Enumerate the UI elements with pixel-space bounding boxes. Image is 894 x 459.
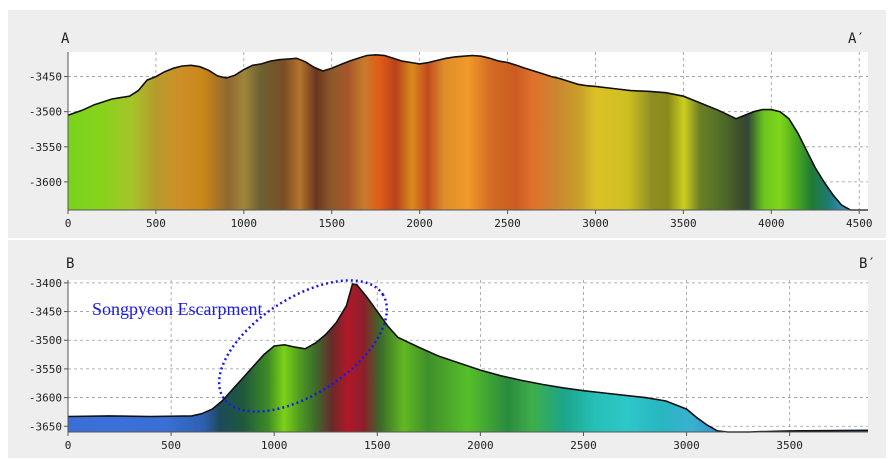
profile-b-y-tick-label: -3500 <box>29 334 62 347</box>
profile-b-ticks: 0 500 1000 1500 2000 2500 3000 3500 -3400 -3450 -3… <box>29 277 803 452</box>
profile-a-x-tick-label: 0 <box>65 217 72 230</box>
escarpment-highlight-ellipse <box>217 279 389 413</box>
profile-b-x-tick-label: 3500 <box>776 439 803 452</box>
profile-a-panel: 0 500 1000 1500 2000 2500 3000 3500 4000 4500 -345… <box>8 10 886 238</box>
profile-a-x-tick-label: 2500 <box>494 217 521 230</box>
profile-a-y-tick-label: -3450 <box>29 71 62 84</box>
profile-a-end-label: A′ <box>848 31 865 47</box>
profile-b-y-tick-label: -3600 <box>29 392 62 405</box>
profile-b-x-tick-label: 0 <box>65 439 72 452</box>
profile-a-x-tick-label: 4500 <box>846 217 873 230</box>
profile-b-y-tick-label: -3650 <box>29 420 62 433</box>
profile-a-x-tick-label: 1500 <box>318 217 345 230</box>
profile-b-x-tick-label: 2500 <box>570 439 597 452</box>
profile-b-y-tick-label: -3550 <box>29 363 62 376</box>
profile-a-x-tick-label: 500 <box>146 217 166 230</box>
profile-a-x-tick-label: 3000 <box>582 217 609 230</box>
profile-b-x-tick-label: 500 <box>161 439 181 452</box>
profile-a-x-tick-label: 1000 <box>231 217 258 230</box>
profile-b-start-label: B <box>66 256 74 272</box>
escarpment-annotation: Songpyeon Escarpment <box>92 299 262 319</box>
profile-b-y-tick-label: -3450 <box>29 306 62 319</box>
profile-b-surface-line <box>67 283 869 433</box>
profile-b-x-tick-label: 1500 <box>364 439 391 452</box>
profile-a-surface-line <box>67 53 868 211</box>
profile-a-y-tick-label: -3500 <box>29 106 62 119</box>
profile-b-x-tick-label: 1000 <box>261 439 288 452</box>
profile-b-x-tick-label: 2000 <box>467 439 494 452</box>
profile-a-y-tick-label: -3550 <box>29 141 62 154</box>
profile-a-x-tick-label: 4000 <box>758 217 785 230</box>
profile-b-x-tick-label: 3000 <box>673 439 700 452</box>
profile-a-ticks: 0 500 1000 1500 2000 2500 3000 3500 4000 4500 -345… <box>29 71 873 230</box>
profile-a-x-tick-label: 3500 <box>670 217 697 230</box>
profile-b-y-tick-label: -3400 <box>29 277 62 290</box>
profile-b-end-label: B′ <box>859 256 876 272</box>
profile-a-y-tick-label: -3600 <box>29 176 62 189</box>
profile-b-area <box>68 284 868 432</box>
profile-b-panel: 0 500 1000 1500 2000 2500 3000 3500 -3400 -3450 -3… <box>8 240 886 458</box>
profile-b-grid <box>68 280 868 432</box>
profile-a-start-label: A <box>61 31 70 47</box>
profile-a-x-tick-label: 2000 <box>406 217 433 230</box>
